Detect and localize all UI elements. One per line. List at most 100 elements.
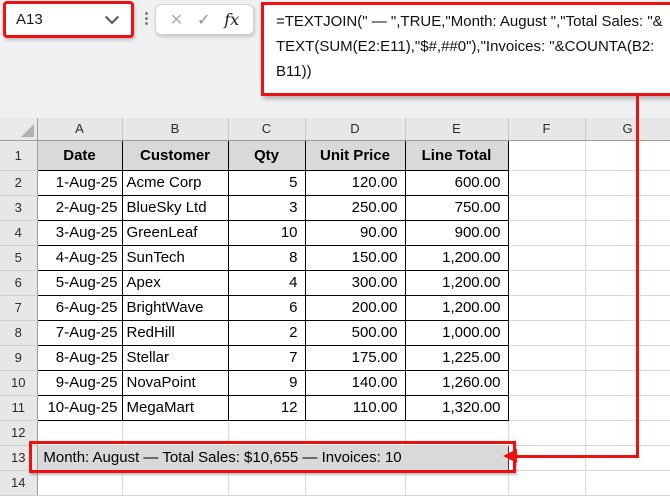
cell-date[interactable]: 7-Aug-25 xyxy=(36,319,123,346)
row-header-2[interactable]: 2 xyxy=(0,170,38,196)
row-header-7[interactable]: 7 xyxy=(0,295,38,321)
cell-line-total[interactable]: 1,260.00 xyxy=(404,369,509,396)
cell[interactable] xyxy=(585,140,670,171)
row-header-14[interactable]: 14 xyxy=(0,470,38,496)
cell-date[interactable]: 2-Aug-25 xyxy=(36,194,123,221)
cancel-icon[interactable]: ✕ xyxy=(169,11,184,29)
cell-line-total[interactable]: 750.00 xyxy=(404,194,509,221)
cell-unit-price[interactable]: 110.00 xyxy=(304,394,406,421)
column-header-F[interactable]: F xyxy=(508,118,586,141)
cell[interactable] xyxy=(305,420,406,446)
cell[interactable] xyxy=(508,245,586,271)
cell-line-total[interactable]: 1,200.00 xyxy=(404,294,509,321)
row-header-11[interactable]: 11 xyxy=(0,395,38,421)
cell-unit-price[interactable]: 120.00 xyxy=(304,169,406,196)
cell-date[interactable]: 3-Aug-25 xyxy=(36,219,123,246)
cell[interactable] xyxy=(508,220,586,246)
cell[interactable] xyxy=(405,470,509,496)
column-header-D[interactable]: D xyxy=(305,118,406,141)
cell-qty[interactable]: 9 xyxy=(227,369,306,396)
cell-line-total[interactable]: 1,000.00 xyxy=(404,319,509,346)
cell-unit-price[interactable]: 300.00 xyxy=(304,269,406,296)
row-header-5[interactable]: 5 xyxy=(0,245,38,271)
cell[interactable] xyxy=(585,170,670,196)
cell-customer[interactable]: Acme Corp xyxy=(121,169,229,196)
cell[interactable] xyxy=(508,395,586,421)
cell-qty[interactable]: 2 xyxy=(227,319,306,346)
select-all-button[interactable] xyxy=(0,118,38,141)
cell-customer[interactable]: Stellar xyxy=(121,344,229,371)
cell-unit-price[interactable]: 500.00 xyxy=(304,319,406,346)
cell-customer[interactable]: NovaPoint xyxy=(121,369,229,396)
cell[interactable] xyxy=(508,295,586,321)
header-cell[interactable]: Date xyxy=(36,139,123,171)
cell-unit-price[interactable]: 250.00 xyxy=(304,194,406,221)
column-header-B[interactable]: B xyxy=(122,118,229,141)
name-box[interactable]: A13 xyxy=(6,4,131,35)
cell-date[interactable]: 10-Aug-25 xyxy=(36,394,123,421)
header-cell[interactable]: Unit Price xyxy=(304,139,406,171)
row-header-6[interactable]: 6 xyxy=(0,270,38,296)
cell-date[interactable]: 5-Aug-25 xyxy=(36,269,123,296)
cell-unit-price[interactable]: 90.00 xyxy=(304,219,406,246)
cell[interactable] xyxy=(508,470,586,496)
cell[interactable] xyxy=(508,420,586,446)
chevron-down-icon[interactable] xyxy=(104,9,120,24)
header-cell[interactable]: Customer xyxy=(121,139,229,171)
cell-customer[interactable]: SunTech xyxy=(121,244,229,271)
cell-customer[interactable]: GreenLeaf xyxy=(121,219,229,246)
cell-customer[interactable]: BrightWave xyxy=(121,294,229,321)
cell[interactable] xyxy=(585,295,670,321)
cell[interactable] xyxy=(585,395,670,421)
row-header-1[interactable]: 1 xyxy=(0,140,38,171)
cell-qty[interactable]: 3 xyxy=(227,194,306,221)
cell-qty[interactable]: 7 xyxy=(227,344,306,371)
cell[interactable] xyxy=(122,420,229,446)
row-header-12[interactable]: 12 xyxy=(0,420,38,446)
insert-function-icon[interactable]: fx xyxy=(224,10,240,29)
cell[interactable] xyxy=(405,420,509,446)
cell-customer[interactable]: RedHill xyxy=(121,319,229,346)
cell-qty[interactable]: 8 xyxy=(227,244,306,271)
formula-input[interactable]: =TEXTJOIN(" — ",TRUE,"Month: August ","T… xyxy=(261,2,670,96)
cell-line-total[interactable]: 1,225.00 xyxy=(404,344,509,371)
cell[interactable] xyxy=(122,470,229,496)
cell-unit-price[interactable]: 175.00 xyxy=(304,344,406,371)
cell-qty[interactable]: 4 xyxy=(227,269,306,296)
cell-date[interactable]: 1-Aug-25 xyxy=(36,169,123,196)
cell[interactable] xyxy=(508,345,586,371)
cell[interactable] xyxy=(585,245,670,271)
cell[interactable] xyxy=(585,470,670,496)
cell-line-total[interactable]: 1,200.00 xyxy=(404,244,509,271)
cell-qty[interactable]: 6 xyxy=(227,294,306,321)
cell[interactable] xyxy=(585,370,670,396)
cell[interactable] xyxy=(585,420,670,446)
cell-qty[interactable]: 5 xyxy=(227,169,306,196)
header-cell[interactable]: Qty xyxy=(227,139,306,171)
cell-customer[interactable]: MegaMart xyxy=(121,394,229,421)
cell-date[interactable]: 4-Aug-25 xyxy=(36,244,123,271)
row-header-8[interactable]: 8 xyxy=(0,320,38,346)
row-header-10[interactable]: 10 xyxy=(0,370,38,396)
formula-bar-options-icon[interactable]: ⋮ xyxy=(139,10,154,27)
cell-date[interactable]: 6-Aug-25 xyxy=(36,294,123,321)
cell-qty[interactable]: 10 xyxy=(227,219,306,246)
cell[interactable] xyxy=(37,420,123,446)
summary-cell[interactable]: Month: August — Total Sales: $10,655 — I… xyxy=(36,444,509,471)
cell-date[interactable]: 9-Aug-25 xyxy=(36,369,123,396)
column-header-C[interactable]: C xyxy=(228,118,306,141)
row-header-3[interactable]: 3 xyxy=(0,195,38,221)
column-header-E[interactable]: E xyxy=(405,118,509,141)
cell-customer[interactable]: Apex xyxy=(121,269,229,296)
cell[interactable] xyxy=(508,320,586,346)
column-header-A[interactable]: A xyxy=(37,118,123,141)
cell-unit-price[interactable]: 200.00 xyxy=(304,294,406,321)
cell[interactable] xyxy=(508,170,586,196)
cell[interactable] xyxy=(585,320,670,346)
header-cell[interactable]: Line Total xyxy=(404,139,509,171)
cell[interactable] xyxy=(585,345,670,371)
cell[interactable] xyxy=(508,195,586,221)
cell[interactable] xyxy=(508,140,586,171)
cell-qty[interactable]: 12 xyxy=(227,394,306,421)
cell[interactable] xyxy=(228,470,306,496)
